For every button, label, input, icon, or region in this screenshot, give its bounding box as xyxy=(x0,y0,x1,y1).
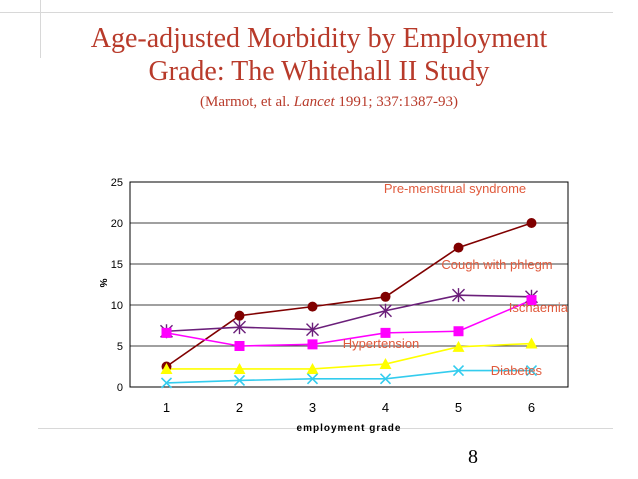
series-label-hypertension: Hypertension xyxy=(343,336,420,351)
y-tick-label: 5 xyxy=(117,341,123,353)
series-label-cough-with-phlegm: Cough with phlegm xyxy=(441,257,552,272)
data-point-diabetes xyxy=(233,374,246,387)
slide-title-line-1: Age-adjusted Morbidity by Employment xyxy=(90,23,548,54)
series-line-cough-with-phlegm xyxy=(166,294,532,333)
data-point-ischaemia xyxy=(307,339,318,350)
series-label-pre-menstrual-syndrome: Pre-menstrual syndrome xyxy=(384,181,526,196)
x-tick-label: 1 xyxy=(163,400,170,415)
series-markers xyxy=(160,218,538,389)
y-tick-label: 25 xyxy=(111,177,123,189)
y-axis-ticks: 0 5 10 15 20 25 xyxy=(111,177,123,394)
data-point-hypertension xyxy=(160,362,173,374)
decorative-top-rule xyxy=(0,12,613,13)
x-tick-label: 3 xyxy=(309,400,316,415)
data-point-pre-menstrual-syndrome xyxy=(307,301,318,312)
series-lines xyxy=(166,222,532,384)
x-tick-label: 6 xyxy=(528,400,535,415)
series-line-hypertension xyxy=(166,342,532,370)
data-point-diabetes xyxy=(160,377,173,389)
data-point-hypertension xyxy=(379,358,392,370)
data-point-diabetes xyxy=(306,373,319,385)
series-line-diabetes xyxy=(166,369,532,384)
plot-area-frame xyxy=(129,181,569,388)
citation-details: 1991; 337:1387-93) xyxy=(334,94,458,110)
decorative-vertical-rule xyxy=(40,0,41,58)
data-point-ischaemia xyxy=(161,327,172,338)
series-line-pre-menstrual-syndrome xyxy=(166,222,532,368)
series-label-diabetes: Diabetes xyxy=(491,363,543,378)
data-point-hypertension xyxy=(306,362,319,374)
data-point-pre-menstrual-syndrome xyxy=(526,218,537,228)
data-point-hypertension xyxy=(525,337,538,349)
x-tick-label: 4 xyxy=(382,400,389,415)
data-point-ischaemia xyxy=(380,327,391,338)
y-tick-label: 15 xyxy=(111,259,123,271)
data-point-ischaemia xyxy=(526,295,537,306)
x-tick-label: 5 xyxy=(455,400,462,415)
chart-gridlines xyxy=(130,222,568,347)
slide-citation: (Marmot, et al. Lancet 1991; 337:1387-93… xyxy=(40,94,618,111)
data-point-diabetes xyxy=(379,373,392,385)
series-label-ischaemia: Ischaemia xyxy=(509,300,569,315)
y-axis-label: % xyxy=(97,279,108,288)
x-axis-label: employment grade xyxy=(297,423,402,434)
y-tick-label: 0 xyxy=(117,382,123,394)
data-point-hypertension xyxy=(452,340,465,352)
y-tick-label: 10 xyxy=(111,300,123,312)
series-line-ischaemia xyxy=(166,299,532,347)
decorative-bottom-rule xyxy=(38,428,613,429)
slide-title: Age-adjusted Morbidity by Employment Gra… xyxy=(30,22,608,88)
series-labels: Pre-menstrual syndrome Cough with phlegm I… xyxy=(343,181,569,378)
data-point-ischaemia xyxy=(453,326,464,337)
data-point-hypertension xyxy=(233,362,246,374)
citation-authors: (Marmot, et al. xyxy=(200,94,294,110)
x-tick-label: 2 xyxy=(236,400,243,415)
y-tick-label: 20 xyxy=(111,218,123,230)
data-point-pre-menstrual-syndrome xyxy=(234,310,245,321)
data-point-diabetes xyxy=(525,365,538,377)
citation-journal: Lancet xyxy=(293,94,335,110)
page-number: 8 xyxy=(468,446,478,468)
x-axis-ticks: 1 2 3 4 5 6 xyxy=(163,400,535,415)
data-point-diabetes xyxy=(452,365,465,377)
data-point-ischaemia xyxy=(234,341,245,351)
data-point-cough-with-phlegm xyxy=(306,322,319,337)
data-point-cough-with-phlegm xyxy=(379,303,392,318)
slide-title-line-2: Grade: The Whitehall II Study xyxy=(148,56,490,87)
data-point-cough-with-phlegm xyxy=(452,288,465,303)
data-point-cough-with-phlegm xyxy=(233,320,246,335)
data-point-pre-menstrual-syndrome xyxy=(453,242,464,253)
data-point-pre-menstrual-syndrome xyxy=(380,291,391,302)
